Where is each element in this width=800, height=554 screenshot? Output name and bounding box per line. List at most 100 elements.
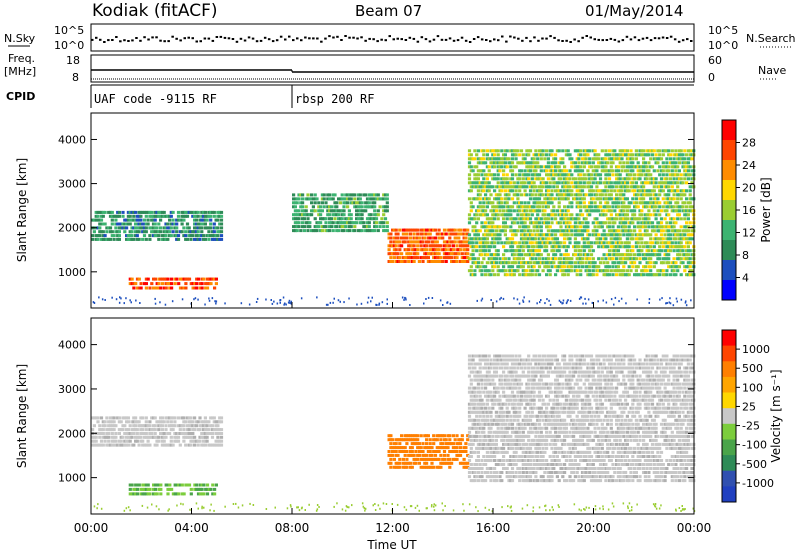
- echo-cell: [419, 457, 423, 461]
- echo-cell: [433, 256, 438, 260]
- echo-cell: [532, 197, 536, 201]
- echo-cell: [636, 161, 640, 165]
- echo-cell: [525, 241, 529, 245]
- echo-cell: [573, 249, 577, 253]
- echo-cell: [552, 241, 556, 245]
- echo-cell: [546, 193, 550, 197]
- echo-cell: [609, 257, 613, 261]
- echo-cell: [141, 230, 145, 234]
- echo-cell: [577, 245, 581, 249]
- echo-cell: [559, 229, 563, 233]
- nave-label: Nave: [758, 64, 786, 77]
- echo-cell: [110, 435, 114, 439]
- echo-cell: [598, 221, 603, 225]
- echo-cell: [554, 181, 558, 185]
- echo-cell: [561, 161, 565, 165]
- echo-cell: [374, 221, 379, 225]
- echo-cell: [650, 165, 655, 169]
- echo-cell: [453, 252, 457, 256]
- echo-cell: [467, 426, 472, 430]
- echo-cell: [561, 185, 565, 189]
- ground-scatter-cell: [135, 299, 137, 302]
- echo-cell: [466, 256, 470, 260]
- echo-cell: [123, 226, 127, 230]
- echo-cell: [335, 205, 339, 209]
- echo-cell: [205, 492, 210, 496]
- echo-cell: [439, 260, 443, 263]
- echo-cell: [597, 265, 601, 269]
- echo-cell: [205, 435, 209, 439]
- echo-cell: [527, 245, 531, 249]
- echo-cell: [686, 241, 690, 245]
- echo-cell: [554, 161, 558, 165]
- echo-cell: [135, 435, 139, 439]
- echo-cell: [107, 428, 111, 432]
- echo-cell: [543, 217, 547, 221]
- echo-cell: [455, 442, 459, 446]
- echo-cell: [683, 177, 687, 181]
- echo-cell: [622, 229, 626, 233]
- echo-cell: [543, 157, 547, 161]
- echo-cell: [572, 177, 576, 181]
- y-tick-label: 3000: [58, 178, 86, 191]
- echo-cell: [209, 282, 213, 286]
- echo-cell: [568, 221, 572, 225]
- echo-cell: [584, 253, 588, 257]
- echo-cell: [313, 193, 317, 197]
- echo-cell: [611, 241, 615, 245]
- echo-cell: [505, 173, 509, 177]
- ground-scatter-cell: [288, 299, 291, 302]
- echo-cell: [523, 185, 527, 189]
- echo-cell: [631, 233, 635, 237]
- echo-cell: [442, 450, 447, 453]
- echo-cell: [525, 213, 529, 217]
- echo-cell: [676, 217, 680, 221]
- echo-cell: [302, 213, 306, 217]
- echo-cell: [130, 237, 134, 241]
- echo-cell: [295, 217, 299, 221]
- echo-cell: [356, 205, 361, 209]
- echo-cell: [638, 233, 642, 237]
- echo-cell: [658, 189, 662, 193]
- echo-cell: [679, 273, 683, 277]
- echo-cell: [609, 185, 613, 189]
- echo-cell: [473, 354, 477, 358]
- echo-cell: [110, 443, 114, 447]
- echo-cell: [170, 487, 174, 491]
- echo-cell: [132, 424, 136, 428]
- echo-cell: [555, 209, 559, 213]
- echo-cell: [207, 237, 211, 241]
- echo-cell: [455, 453, 459, 457]
- echo-cell: [534, 149, 538, 153]
- ground-scatter-cell: [193, 298, 195, 301]
- echo-cell: [532, 173, 536, 177]
- echo-cell: [622, 181, 626, 185]
- echo-cell: [203, 222, 207, 226]
- echo-cell: [611, 273, 615, 277]
- ground-scatter-cell: [665, 302, 667, 305]
- echo-cell: [92, 443, 96, 447]
- echo-cell: [159, 210, 163, 214]
- echo-cell: [205, 420, 209, 424]
- echo-cell: [500, 157, 504, 161]
- echo-cell: [518, 169, 522, 173]
- echo-cell: [613, 157, 617, 161]
- echo-cell: [210, 230, 215, 234]
- echo-cell: [469, 382, 473, 386]
- echo-cell: [652, 225, 656, 229]
- ground-scatter-cell: [580, 296, 583, 299]
- echo-cell: [580, 177, 585, 181]
- ground-scatter-cell: [602, 299, 604, 302]
- noise-point: [424, 38, 428, 41]
- echo-cell: [134, 424, 138, 428]
- echo-cell: [358, 217, 362, 221]
- echo-cell: [618, 209, 622, 213]
- echo-cell: [577, 189, 581, 193]
- echo-cell: [638, 165, 642, 169]
- echo-cell: [496, 249, 500, 253]
- echo-cell: [204, 282, 208, 286]
- echo-cell: [491, 265, 495, 269]
- echo-cell: [686, 201, 690, 205]
- echo-cell: [579, 229, 583, 233]
- echo-cell: [613, 237, 617, 241]
